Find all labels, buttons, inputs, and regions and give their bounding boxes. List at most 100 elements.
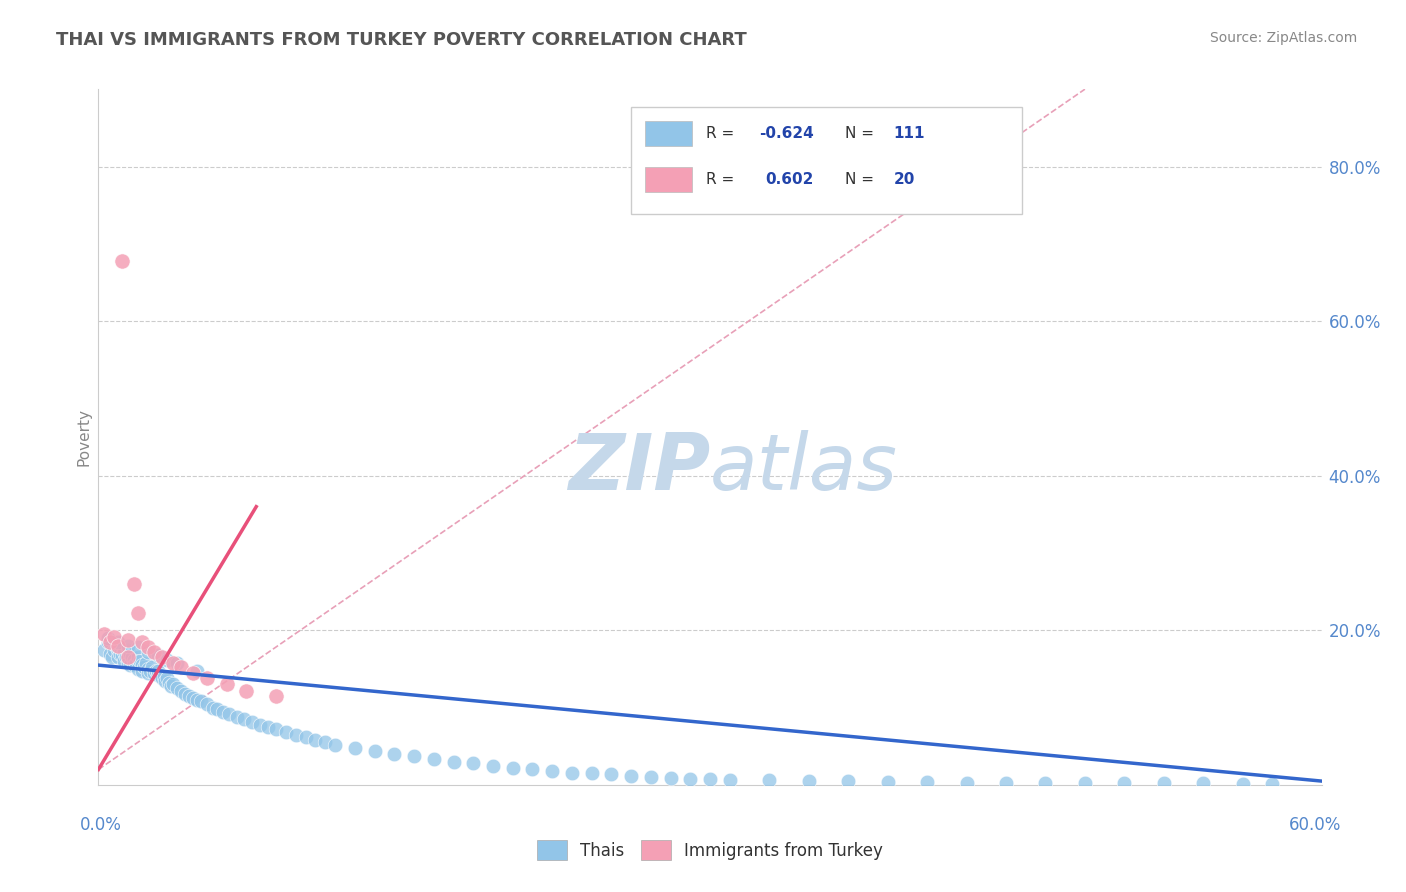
Point [127,607,149,621]
Point [117,632,139,647]
Point [640,770,662,784]
Point [758,773,780,788]
Point [112,654,135,668]
Point [93,642,115,657]
Point [1261,777,1284,791]
Point [404,748,426,763]
Point [138,664,160,678]
Point [443,755,465,769]
Point [136,645,159,659]
Point [423,752,446,766]
Point [1153,776,1175,790]
Point [136,662,159,676]
Point [112,645,135,659]
Point [118,658,141,673]
Point [181,665,204,680]
Text: 60.0%: 60.0% [1288,816,1341,834]
Point [107,650,129,665]
Point [581,766,603,780]
Point [211,705,233,719]
Point [159,676,181,690]
Point [343,740,366,755]
Point [837,774,859,789]
Point [107,639,129,653]
Point [482,758,505,772]
Point [166,681,188,696]
Point [600,767,623,781]
Point [162,677,184,691]
Point [195,697,218,711]
Text: Source: ZipAtlas.com: Source: ZipAtlas.com [1209,31,1357,45]
Point [294,730,316,744]
Text: atlas: atlas [710,430,898,507]
Point [1192,776,1215,790]
Point [659,771,682,785]
Point [215,677,238,691]
Point [314,735,336,749]
Point [235,683,257,698]
Point [117,656,139,670]
Point [115,650,138,665]
Point [107,642,129,657]
Point [111,648,134,662]
FancyBboxPatch shape [645,120,692,145]
Point [141,660,163,674]
Point [249,717,271,731]
Point [201,700,224,714]
Text: 111: 111 [894,126,925,141]
Point [127,640,149,655]
Point [190,694,212,708]
Point [142,665,165,680]
Point [97,635,120,649]
Point [146,668,169,682]
Point [797,774,820,789]
Point [131,658,153,673]
Point [699,772,721,786]
Point [136,640,159,655]
Point [152,670,174,684]
Point [915,775,938,789]
Point [155,673,177,688]
Point [363,744,385,758]
Text: 0.602: 0.602 [765,172,814,187]
Point [620,769,643,783]
Point [1232,777,1254,791]
Point [135,656,157,670]
Point [122,653,145,667]
Point [98,635,121,649]
Point [122,577,145,591]
Point [561,765,583,780]
Point [142,645,165,659]
Point [463,756,485,771]
Point [108,647,131,661]
Point [240,714,263,729]
Point [264,689,287,703]
Text: N =: N = [845,172,879,187]
Point [125,656,148,670]
Point [118,647,141,661]
Text: -0.624: -0.624 [759,126,814,141]
Point [103,642,125,657]
Point [1074,776,1097,790]
Point [181,691,204,706]
Point [107,635,129,649]
Point [111,253,134,268]
Point [274,725,297,739]
Point [718,772,741,787]
Point [1114,776,1136,790]
Point [149,668,172,682]
FancyBboxPatch shape [645,167,692,192]
Point [156,653,179,667]
Point [162,656,184,670]
Y-axis label: Poverty: Poverty [76,408,91,467]
Point [541,764,564,778]
Point [128,654,150,668]
Text: N =: N = [845,126,879,141]
Point [994,775,1017,789]
Point [522,763,544,777]
Point [218,706,240,721]
Text: 20: 20 [894,172,915,187]
Point [170,660,193,674]
Point [145,664,167,678]
Point [679,772,702,786]
